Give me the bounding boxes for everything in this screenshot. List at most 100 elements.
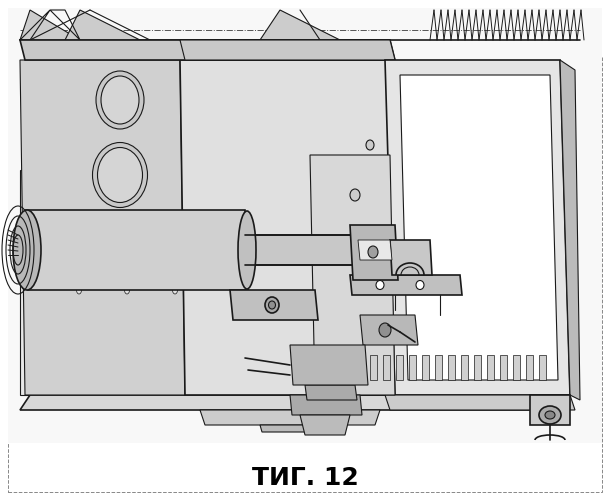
Ellipse shape bbox=[412, 286, 417, 294]
Polygon shape bbox=[350, 225, 398, 280]
Ellipse shape bbox=[365, 286, 370, 294]
Ellipse shape bbox=[366, 140, 374, 150]
Bar bbox=[8, 57, 602, 492]
Polygon shape bbox=[20, 170, 540, 395]
Polygon shape bbox=[20, 60, 185, 395]
Polygon shape bbox=[260, 10, 340, 40]
Polygon shape bbox=[65, 265, 93, 300]
Polygon shape bbox=[373, 215, 401, 253]
Ellipse shape bbox=[138, 236, 144, 246]
Polygon shape bbox=[500, 355, 507, 380]
Ellipse shape bbox=[220, 286, 226, 294]
Polygon shape bbox=[474, 355, 481, 380]
Polygon shape bbox=[113, 265, 141, 300]
Polygon shape bbox=[409, 355, 416, 380]
Polygon shape bbox=[20, 40, 395, 60]
Text: 124: 124 bbox=[431, 251, 459, 265]
Polygon shape bbox=[449, 265, 477, 300]
Polygon shape bbox=[45, 215, 73, 253]
Polygon shape bbox=[390, 240, 432, 275]
Polygon shape bbox=[370, 355, 377, 380]
Text: 72: 72 bbox=[225, 333, 245, 347]
Polygon shape bbox=[401, 265, 429, 300]
Polygon shape bbox=[530, 395, 570, 425]
Ellipse shape bbox=[461, 286, 465, 294]
Polygon shape bbox=[496, 215, 524, 253]
Polygon shape bbox=[127, 215, 155, 253]
Polygon shape bbox=[414, 215, 442, 253]
Ellipse shape bbox=[101, 76, 139, 124]
Polygon shape bbox=[209, 265, 237, 300]
Polygon shape bbox=[260, 425, 320, 432]
Polygon shape bbox=[353, 265, 381, 300]
Polygon shape bbox=[300, 415, 350, 435]
Ellipse shape bbox=[350, 189, 360, 201]
Ellipse shape bbox=[425, 236, 431, 246]
Ellipse shape bbox=[268, 286, 273, 294]
Text: 118: 118 bbox=[436, 231, 465, 245]
Polygon shape bbox=[385, 60, 570, 395]
Ellipse shape bbox=[334, 243, 346, 257]
Polygon shape bbox=[360, 315, 418, 345]
Ellipse shape bbox=[379, 323, 391, 337]
Polygon shape bbox=[245, 235, 358, 265]
Ellipse shape bbox=[261, 236, 267, 246]
Polygon shape bbox=[560, 60, 580, 400]
Polygon shape bbox=[209, 215, 237, 253]
Ellipse shape bbox=[238, 211, 256, 289]
Polygon shape bbox=[250, 215, 278, 253]
Polygon shape bbox=[526, 355, 533, 380]
Ellipse shape bbox=[539, 406, 561, 424]
Polygon shape bbox=[350, 275, 462, 295]
Ellipse shape bbox=[416, 280, 424, 289]
Ellipse shape bbox=[384, 236, 390, 246]
Ellipse shape bbox=[268, 301, 276, 309]
Polygon shape bbox=[539, 355, 546, 380]
Ellipse shape bbox=[343, 236, 349, 246]
Polygon shape bbox=[487, 355, 494, 380]
Ellipse shape bbox=[545, 411, 555, 419]
Ellipse shape bbox=[124, 286, 129, 294]
Ellipse shape bbox=[56, 236, 62, 246]
Polygon shape bbox=[257, 265, 285, 300]
Polygon shape bbox=[20, 10, 80, 40]
Polygon shape bbox=[383, 355, 390, 380]
Polygon shape bbox=[230, 290, 318, 320]
Polygon shape bbox=[305, 385, 357, 400]
Polygon shape bbox=[8, 8, 602, 443]
Polygon shape bbox=[422, 355, 429, 380]
Ellipse shape bbox=[93, 142, 148, 208]
Ellipse shape bbox=[97, 236, 103, 246]
Polygon shape bbox=[65, 10, 140, 40]
Ellipse shape bbox=[507, 236, 513, 246]
Polygon shape bbox=[168, 215, 196, 253]
Polygon shape bbox=[30, 175, 530, 390]
Polygon shape bbox=[200, 410, 380, 425]
Text: 126: 126 bbox=[433, 299, 462, 313]
Polygon shape bbox=[25, 210, 248, 290]
Ellipse shape bbox=[376, 280, 384, 289]
Polygon shape bbox=[161, 265, 189, 300]
Polygon shape bbox=[358, 240, 392, 260]
Polygon shape bbox=[448, 355, 455, 380]
Polygon shape bbox=[291, 215, 319, 253]
Ellipse shape bbox=[76, 286, 82, 294]
Polygon shape bbox=[455, 215, 483, 253]
Ellipse shape bbox=[220, 236, 226, 246]
Polygon shape bbox=[310, 155, 395, 395]
Polygon shape bbox=[180, 60, 395, 395]
Polygon shape bbox=[290, 345, 368, 385]
Polygon shape bbox=[385, 395, 575, 410]
Ellipse shape bbox=[368, 246, 378, 258]
Polygon shape bbox=[461, 355, 468, 380]
Polygon shape bbox=[305, 265, 333, 300]
Text: ΤИГ. 12: ΤИГ. 12 bbox=[251, 466, 359, 490]
Polygon shape bbox=[396, 355, 403, 380]
Polygon shape bbox=[400, 75, 558, 380]
Ellipse shape bbox=[265, 297, 279, 313]
Polygon shape bbox=[20, 395, 540, 410]
Ellipse shape bbox=[466, 236, 472, 246]
Ellipse shape bbox=[96, 71, 144, 129]
Polygon shape bbox=[513, 355, 520, 380]
Polygon shape bbox=[290, 395, 362, 415]
